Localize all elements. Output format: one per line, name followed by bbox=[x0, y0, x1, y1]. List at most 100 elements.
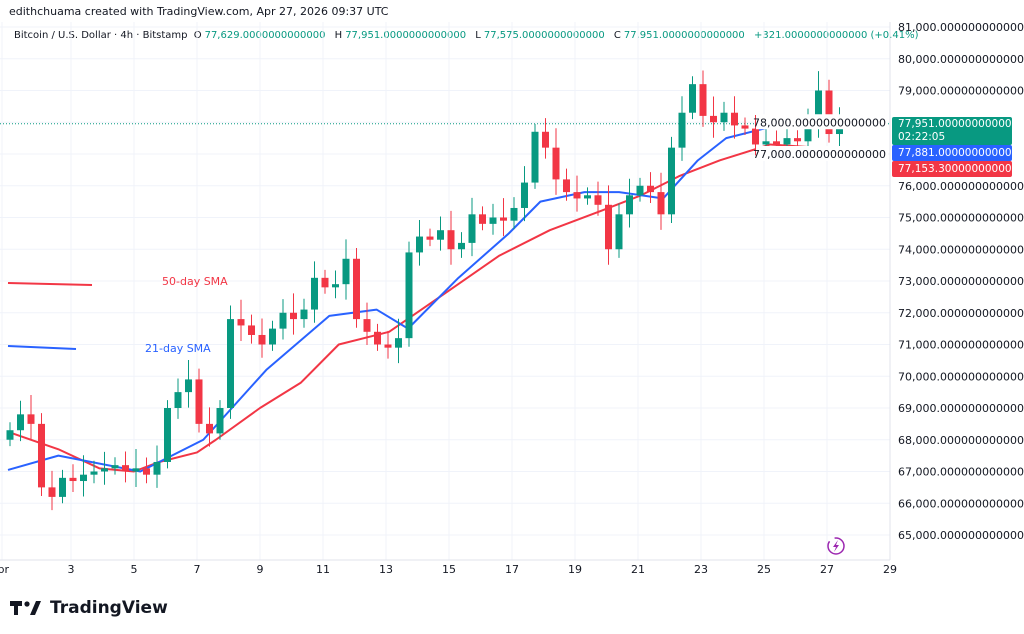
x-tick-label: 19 bbox=[568, 563, 582, 576]
candle-body bbox=[552, 147, 560, 180]
candle-body bbox=[374, 331, 381, 345]
candle-up bbox=[80, 455, 87, 497]
candle-down bbox=[794, 130, 801, 148]
candle-body bbox=[825, 90, 833, 135]
candle-down bbox=[731, 96, 738, 139]
candle-up bbox=[6, 422, 14, 447]
candle-up bbox=[279, 299, 287, 340]
sma21-line bbox=[7, 121, 840, 473]
candle-body bbox=[447, 230, 455, 250]
candle-up bbox=[510, 197, 518, 230]
candle-body bbox=[678, 112, 686, 148]
y-tick-label: 70,000.0000000000000 bbox=[898, 370, 1024, 383]
candle-body bbox=[468, 214, 476, 243]
lightning-icon-ring bbox=[827, 537, 845, 555]
candle-body bbox=[815, 90, 822, 123]
candle-down bbox=[384, 330, 392, 359]
logo-text: TradingView bbox=[50, 598, 168, 618]
candle-body bbox=[605, 204, 612, 250]
candle-body bbox=[500, 217, 507, 221]
candle-body bbox=[6, 430, 14, 440]
candle-up bbox=[468, 197, 476, 257]
candle-body bbox=[122, 465, 129, 472]
candle-up bbox=[17, 400, 24, 442]
candle-up bbox=[689, 76, 696, 120]
candle-up bbox=[153, 445, 161, 488]
lightning-icon[interactable] bbox=[827, 537, 845, 555]
candle-up bbox=[174, 378, 182, 419]
candle-up bbox=[489, 203, 497, 235]
candle-body bbox=[185, 379, 192, 393]
candle-body bbox=[731, 112, 738, 126]
candle-up bbox=[521, 166, 528, 222]
y-tick-label: 66,000.0000000000000 bbox=[898, 497, 1024, 510]
candle-body bbox=[132, 468, 140, 472]
symbol-name[interactable]: Bitcoin / U.S. Dollar · 4h · Bitstamp bbox=[14, 30, 188, 41]
candle-body bbox=[710, 115, 717, 123]
candle-body bbox=[311, 277, 318, 310]
last-price: 77,951.0000000000000 bbox=[898, 118, 1024, 130]
candle-body bbox=[437, 230, 444, 240]
candle-body bbox=[542, 131, 549, 148]
candle-down bbox=[752, 114, 759, 156]
candle-down bbox=[363, 302, 371, 346]
candle-body bbox=[773, 141, 780, 145]
candle-body bbox=[332, 284, 339, 288]
candle-down bbox=[741, 117, 749, 135]
candle-down bbox=[552, 128, 560, 195]
candle-body bbox=[689, 84, 696, 113]
candle-down bbox=[500, 198, 507, 237]
candle-body bbox=[699, 84, 707, 116]
candle-down bbox=[48, 470, 56, 511]
sma21-tag: 77,881.0000000000000 bbox=[892, 145, 1024, 161]
high-value: 77,951.0000000000000 bbox=[345, 30, 467, 41]
candle-body bbox=[573, 192, 581, 199]
candle-up bbox=[668, 136, 675, 223]
candle-down bbox=[825, 79, 833, 143]
x-tick-label: 15 bbox=[442, 563, 456, 576]
candle-body bbox=[647, 185, 654, 193]
candle-body bbox=[69, 477, 77, 482]
sma21-label: 21-day SMA bbox=[145, 342, 211, 355]
y-tick-label: 78,000.0000000000000 bbox=[753, 116, 886, 129]
candle-body bbox=[384, 344, 392, 348]
tradingview-logo[interactable]: TradingView bbox=[10, 598, 168, 618]
y-tick-label: 72,000.0000000000000 bbox=[898, 307, 1024, 320]
candle-body bbox=[458, 242, 465, 250]
candle-body bbox=[80, 474, 87, 482]
sma50-label: 50-day SMA bbox=[162, 275, 228, 288]
candle-down bbox=[479, 206, 486, 231]
candle-body bbox=[405, 252, 413, 339]
y-tick-label: 74,000.0000000000000 bbox=[898, 243, 1024, 256]
candle-body bbox=[363, 319, 371, 332]
candle-down bbox=[290, 293, 297, 335]
y-tick-label: 68,000.0000000000000 bbox=[898, 434, 1024, 447]
candle-body bbox=[342, 258, 350, 285]
candle-body bbox=[395, 338, 402, 348]
candle-down bbox=[258, 318, 266, 358]
candle-up bbox=[311, 261, 318, 323]
candle-down bbox=[657, 172, 665, 230]
candle-down bbox=[195, 368, 203, 433]
sma21-legend-line bbox=[7, 345, 77, 350]
sma50-line bbox=[7, 143, 840, 473]
candle-body bbox=[510, 207, 518, 221]
candle-up bbox=[59, 469, 66, 504]
tradingview-logo-icon bbox=[10, 601, 41, 615]
candle-up bbox=[395, 318, 402, 364]
x-tick-label: 11 bbox=[316, 563, 330, 576]
candle-body bbox=[59, 477, 66, 497]
candle-up bbox=[332, 270, 339, 299]
candle-down bbox=[605, 185, 612, 265]
candle-body bbox=[741, 125, 749, 129]
low-value: 77,575.0000000000000 bbox=[483, 30, 605, 41]
candle-body bbox=[48, 487, 56, 497]
candle-body bbox=[17, 414, 24, 431]
candle-up bbox=[101, 451, 108, 485]
candle-up bbox=[437, 216, 444, 251]
candle-up bbox=[185, 360, 192, 408]
candle-down bbox=[699, 70, 707, 127]
x-tick-label: 17 bbox=[505, 563, 519, 576]
candle-down bbox=[353, 247, 360, 328]
